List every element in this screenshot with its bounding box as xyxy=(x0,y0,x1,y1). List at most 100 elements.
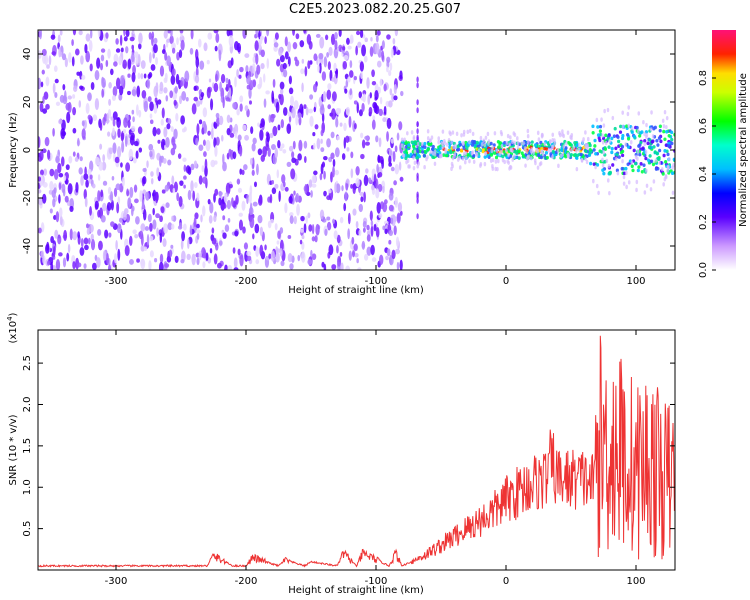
spectrogram-cell xyxy=(213,214,217,223)
spectrogram-cell xyxy=(112,142,117,154)
spectrogram-cell xyxy=(338,108,342,114)
spectrogram-cell xyxy=(503,159,506,165)
spectrogram-cell xyxy=(589,161,593,166)
spectrogram-cell xyxy=(104,229,109,239)
spectrogram-cell xyxy=(601,157,604,163)
spectrogram-cell xyxy=(131,30,135,34)
spectrogram-cell xyxy=(274,223,278,231)
spectrogram-cell xyxy=(53,65,58,73)
spectrogram-cell xyxy=(345,135,350,143)
spectrogram-cell xyxy=(540,146,544,151)
spectrogram-cell xyxy=(255,246,259,258)
spectrogram-cell xyxy=(85,50,91,63)
spectrogram-cell xyxy=(645,132,649,138)
spectrogram-cell xyxy=(321,161,326,168)
spectrogram-cell xyxy=(144,226,150,231)
spectrogram-cell xyxy=(330,108,336,120)
spectrogram-cell xyxy=(652,179,656,184)
spectrogram-cell xyxy=(102,202,107,212)
spectrogram-cell xyxy=(87,92,92,102)
spectrogram-cell xyxy=(621,158,624,164)
spectrogram-cell xyxy=(180,259,185,264)
spectrogram-cell xyxy=(254,223,260,234)
spectrogram-cell xyxy=(477,148,481,153)
spectrogram-cell xyxy=(67,95,72,100)
spectrogram-cell xyxy=(281,143,285,149)
spectrogram-cell xyxy=(382,185,385,194)
spectrogram-cell xyxy=(122,212,127,221)
spectrogram-cell xyxy=(213,137,217,148)
spectrogram-cell xyxy=(641,146,645,151)
spectrogram-cell xyxy=(454,143,457,148)
spectrogram-cell xyxy=(670,171,675,176)
spectrogram-cell xyxy=(147,213,152,223)
spectrogram-cell xyxy=(271,187,277,195)
spectrogram-cell xyxy=(152,126,157,137)
spectrogram-cell xyxy=(566,140,571,145)
spectrogram-cell xyxy=(259,129,264,141)
spectrogram-cell xyxy=(458,165,462,170)
spectrogram-cell xyxy=(335,68,338,79)
spectrogram-cell xyxy=(276,240,280,245)
spectrogram-cell xyxy=(140,245,145,252)
spectrogram-cell xyxy=(230,57,234,66)
spectrogram-cell xyxy=(234,40,239,51)
spectrogram-cell xyxy=(249,185,253,196)
spectrogram-cell xyxy=(52,127,55,137)
spectrogram-cell xyxy=(129,36,135,42)
spectrogram-cell xyxy=(393,84,397,95)
snr-scale-prefix: (x10 xyxy=(8,321,19,344)
spectrogram-cell xyxy=(646,141,650,146)
spectrogram-cell xyxy=(151,35,154,46)
spectrogram-cell xyxy=(176,37,179,45)
spectrogram-cell xyxy=(301,241,305,250)
spectrogram-cell xyxy=(244,105,249,112)
spectrogram-cell xyxy=(136,85,141,98)
spectrogram-cell xyxy=(115,183,121,191)
spectrogram-cell xyxy=(307,60,311,70)
spectrogram-cell xyxy=(643,139,647,143)
spectrogram-cell xyxy=(215,242,219,251)
spectrogram-cell xyxy=(159,81,164,92)
spectrogram-cell xyxy=(68,155,73,164)
spectrogram-cell xyxy=(663,110,667,115)
spectrogram-cell xyxy=(379,78,383,87)
spectrogram-cell xyxy=(613,126,617,131)
spectrogram-cell xyxy=(222,203,227,209)
spectrogram-cell xyxy=(530,140,534,144)
spectrogram-cell xyxy=(320,147,325,153)
spectrogram-cell xyxy=(573,153,578,157)
spectrogram-cell xyxy=(450,140,454,145)
spectrogram-cell xyxy=(497,158,500,164)
spectrogram-cell xyxy=(108,82,112,89)
spectrogram-cell xyxy=(77,231,80,239)
spectrogram-cell xyxy=(620,166,624,171)
spectrogram-cell xyxy=(330,131,335,139)
x-tick-label: 0 xyxy=(503,576,509,587)
spectrogram-cell xyxy=(320,129,324,137)
spectrogram-cell xyxy=(89,30,93,39)
spectrogram-cell xyxy=(331,264,337,270)
spectrogram-cell xyxy=(596,125,600,129)
spectrogram-cell xyxy=(154,258,158,263)
spectrogram-cell xyxy=(617,155,621,159)
spectrogram-cell xyxy=(336,255,342,267)
spectrogram-cell xyxy=(636,149,640,154)
spectrogram-cell xyxy=(145,191,150,201)
spectrogram-cell xyxy=(178,49,183,58)
spectrogram-cell xyxy=(286,123,292,135)
spectrogram-cell xyxy=(534,160,537,166)
spectrogram-cell xyxy=(79,156,83,162)
spectrogram-cell xyxy=(318,52,324,60)
spectrogram-cell xyxy=(64,178,69,185)
spectrogram-cell xyxy=(83,188,87,200)
spectrogram-cell xyxy=(131,89,137,97)
spectrogram-cell xyxy=(611,115,615,121)
spectrogram-cell xyxy=(662,153,666,158)
spectrogram-cell xyxy=(161,107,165,119)
spectrogram-cell xyxy=(239,66,244,73)
spectrogram-cell xyxy=(412,144,416,149)
spectrogram-cell xyxy=(45,103,50,110)
spectrogram-cell xyxy=(213,193,216,203)
